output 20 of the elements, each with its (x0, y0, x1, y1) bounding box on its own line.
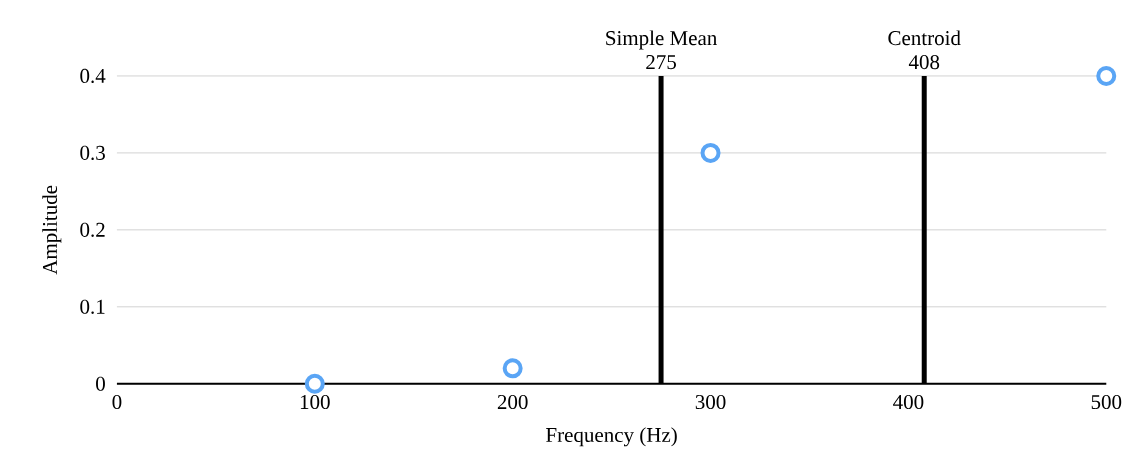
ref-line-label: Simple Mean (606, 30, 717, 50)
point (700, 143, 721, 164)
x-tick-label: 300 (695, 395, 726, 410)
y-tick-label: 0.2 (80, 222, 105, 238)
x-axis-title: Frequency (Hz) (546, 427, 677, 447)
x-tick-label: 500 (1091, 395, 1122, 410)
y-tick-label: 0.4 (80, 68, 106, 84)
x-tick-label: 200 (497, 395, 528, 410)
x-tick-label: 400 (893, 395, 924, 410)
y-axis-title: Amplitude (42, 185, 62, 275)
x-tick-label: 100 (300, 395, 330, 410)
ref-line-label: Centroid (888, 30, 961, 46)
point (502, 358, 523, 379)
x-tick-label: 0 (112, 395, 122, 410)
annotation: 408 (908, 55, 940, 70)
y-tick-label: 0.1 (80, 299, 105, 315)
y-tick-label: 0.3 (80, 145, 105, 161)
annotation: 275 (646, 55, 676, 70)
point (304, 373, 325, 394)
y-tick-label: 0 (96, 376, 105, 391)
